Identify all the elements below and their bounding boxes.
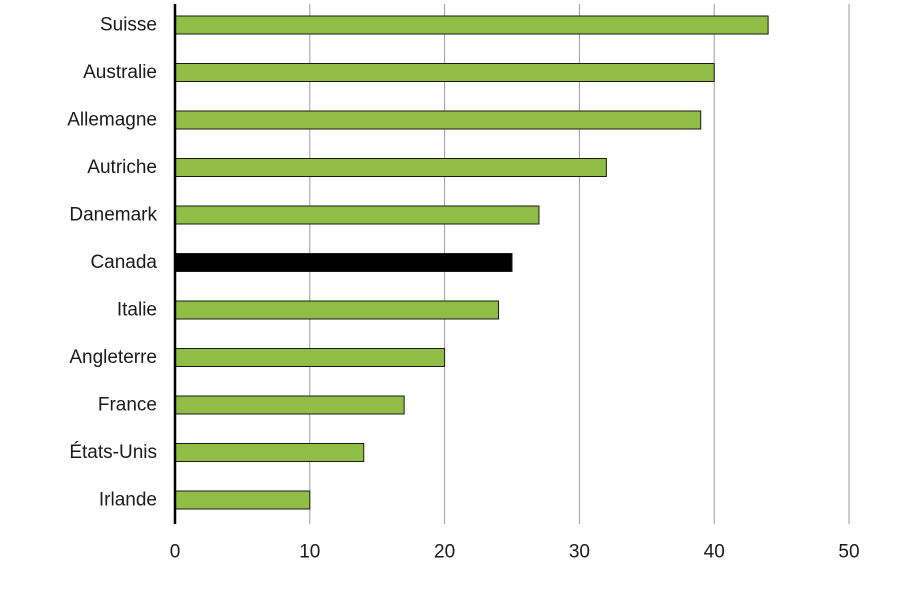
x-tick-label-30: 30: [569, 542, 590, 563]
category-label-australie: Australie: [83, 62, 157, 83]
bar-etats-unis: [174, 443, 365, 462]
bar-danemark: [174, 205, 540, 225]
bar-irlande: [174, 490, 311, 510]
x-tick-label-10: 10: [299, 542, 320, 563]
category-labels: Suisse Australie Allemagne Autriche Danemark…: [67, 15, 157, 511]
bar-france: [174, 395, 405, 415]
bar-suisse: [174, 15, 769, 35]
grid-lines: [309, 4, 850, 524]
bar-allemagne: [174, 110, 702, 130]
category-label-etats-unis: États-Unis: [69, 442, 157, 463]
category-label-france: France: [98, 395, 157, 416]
bar-autriche: [174, 158, 607, 177]
category-label-italie: Italie: [117, 300, 157, 321]
x-tick-label-20: 20: [434, 542, 455, 563]
category-label-angleterre: Angleterre: [69, 347, 157, 368]
category-label-danemark: Danemark: [69, 205, 157, 226]
x-tick-label-50: 50: [838, 542, 859, 563]
category-label-allemagne: Allemagne: [67, 110, 157, 131]
category-label-suisse: Suisse: [100, 15, 157, 36]
category-label-irlande: Irlande: [99, 490, 157, 511]
bar-italie: [174, 300, 500, 320]
x-tick-labels: 0 10 20 30 40 50: [170, 542, 860, 563]
x-tick-label-0: 0: [170, 542, 181, 563]
bar-australie: [174, 63, 715, 82]
category-label-canada: Canada: [90, 252, 157, 273]
x-tick-label-40: 40: [704, 542, 725, 563]
bars: [174, 15, 769, 510]
category-label-autriche: Autriche: [87, 157, 157, 178]
bar-canada: [174, 253, 513, 272]
bar-angleterre: [174, 348, 446, 367]
